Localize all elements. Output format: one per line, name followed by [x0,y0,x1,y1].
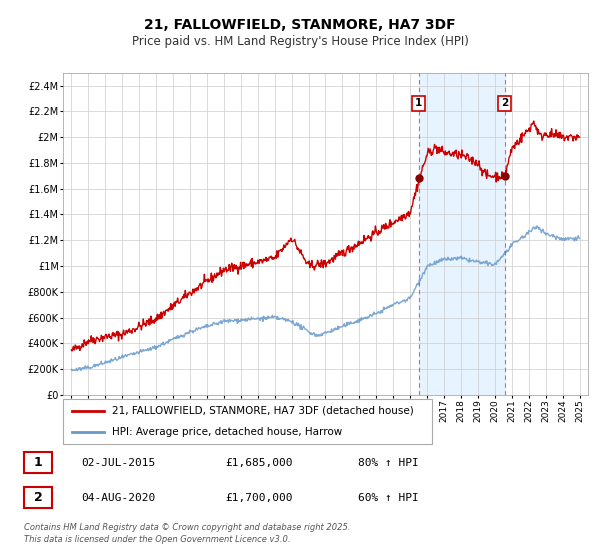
Text: 60% ↑ HPI: 60% ↑ HPI [358,493,418,503]
Text: £1,700,000: £1,700,000 [225,493,293,503]
Text: £1,685,000: £1,685,000 [225,458,293,468]
Text: 21, FALLOWFIELD, STANMORE, HA7 3DF (detached house): 21, FALLOWFIELD, STANMORE, HA7 3DF (deta… [113,406,414,416]
Text: 2: 2 [501,99,508,109]
FancyBboxPatch shape [63,399,432,444]
Text: HPI: Average price, detached house, Harrow: HPI: Average price, detached house, Harr… [113,427,343,437]
Text: 80% ↑ HPI: 80% ↑ HPI [358,458,418,468]
Text: Contains HM Land Registry data © Crown copyright and database right 2025.
This d: Contains HM Land Registry data © Crown c… [23,524,350,544]
Text: 21, FALLOWFIELD, STANMORE, HA7 3DF: 21, FALLOWFIELD, STANMORE, HA7 3DF [144,18,456,32]
Text: 04-AUG-2020: 04-AUG-2020 [81,493,155,503]
Text: 1: 1 [415,99,422,109]
Text: 1: 1 [34,456,42,469]
Text: Price paid vs. HM Land Registry's House Price Index (HPI): Price paid vs. HM Land Registry's House … [131,35,469,49]
FancyBboxPatch shape [23,487,52,508]
Text: 2: 2 [34,491,42,504]
Bar [419,73,505,395]
FancyBboxPatch shape [23,452,52,473]
Text: 02-JUL-2015: 02-JUL-2015 [81,458,155,468]
